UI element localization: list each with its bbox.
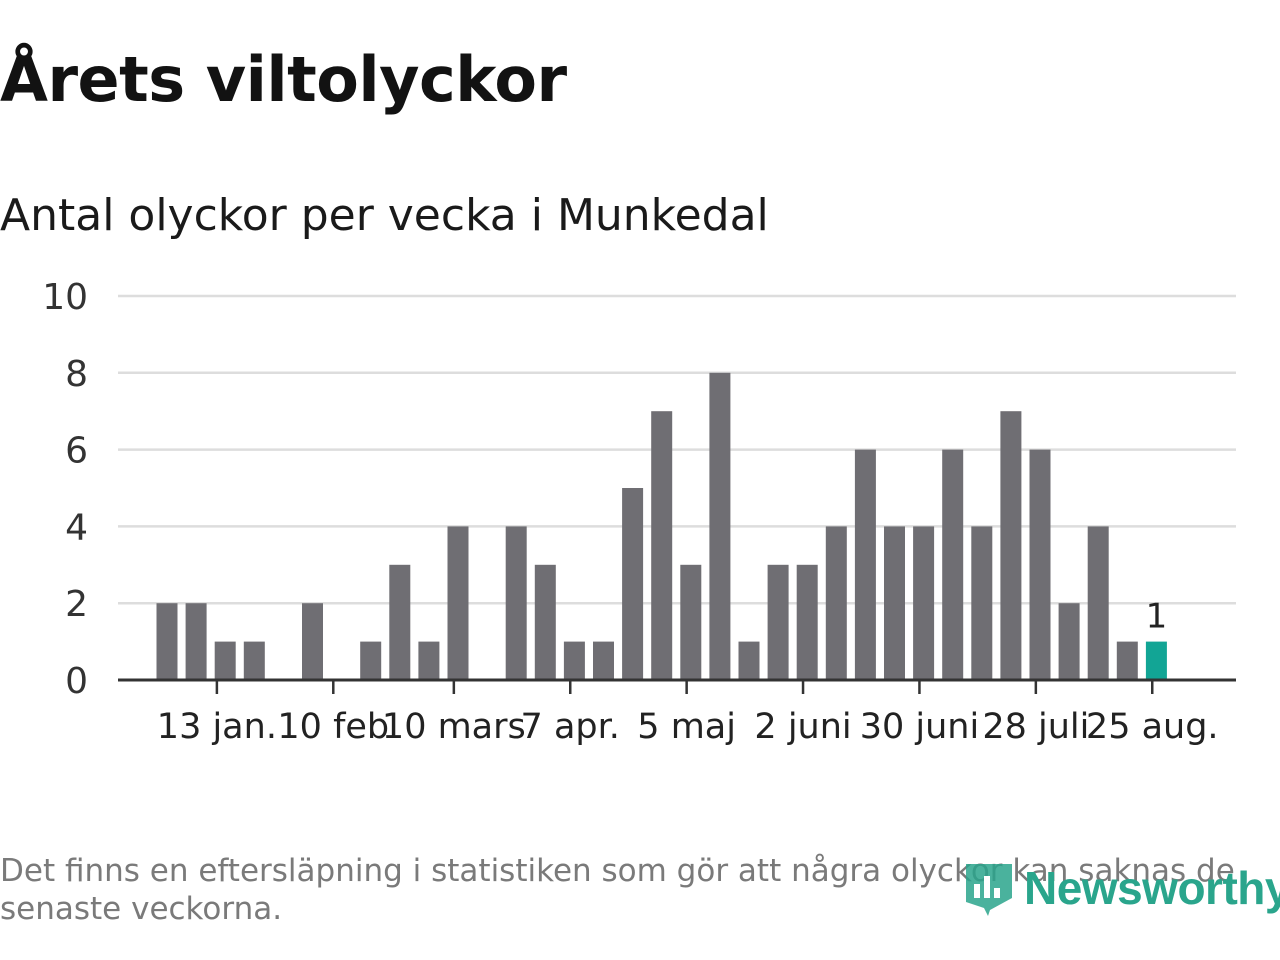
bar	[913, 526, 935, 680]
bar	[360, 641, 382, 680]
gridlines	[118, 294, 1236, 605]
bar	[593, 641, 614, 680]
y-axis-ticks: 0 2 4 6 8 10	[42, 277, 88, 702]
bar	[1058, 603, 1080, 680]
x-tick-label: 28 juli	[982, 707, 1089, 747]
bar	[796, 564, 818, 680]
bar	[505, 526, 527, 680]
bar	[767, 564, 789, 680]
data-label: 1	[1146, 597, 1168, 637]
newsworthy-logo-icon	[966, 864, 1012, 916]
x-tick-label: 5 maj	[637, 707, 736, 747]
bar	[1116, 641, 1138, 680]
y-tick-label: 4	[65, 507, 88, 548]
bar	[854, 449, 876, 680]
bar	[884, 526, 905, 680]
bar	[680, 564, 702, 680]
x-tick-label: 7 apr.	[521, 707, 620, 747]
x-tick-label: 13 jan.	[157, 707, 277, 747]
bar	[971, 526, 993, 680]
bar	[1000, 411, 1022, 680]
bar	[563, 641, 585, 680]
bar	[418, 641, 440, 680]
bar	[243, 641, 265, 680]
y-tick-label: 6	[65, 431, 88, 472]
bar	[447, 526, 469, 680]
x-tick-label: 10 feb	[277, 707, 389, 747]
footnote: Det finns en eftersläpning i statistiken…	[0, 853, 1235, 927]
y-tick-label: 2	[65, 584, 88, 625]
bar	[709, 372, 731, 680]
bar	[1029, 449, 1051, 680]
bar	[825, 526, 847, 680]
chart-title: Årets viltolyckor	[0, 43, 567, 116]
x-tick-label: 10 mars	[382, 707, 526, 747]
bar	[738, 641, 760, 680]
x-tick-label: 25 aug.	[1086, 707, 1219, 747]
bar	[185, 603, 207, 680]
bar	[1087, 526, 1109, 680]
data-labels: 1	[1146, 597, 1168, 637]
bar	[651, 411, 673, 680]
bar-latest-week	[1145, 641, 1167, 680]
newsworthy-logo-text: Newsworthy	[1024, 862, 1280, 914]
x-tick-label: 2 juni	[754, 707, 851, 747]
bar	[942, 449, 964, 680]
bar	[389, 564, 411, 680]
y-tick-label: 8	[65, 354, 88, 395]
y-tick-label: 10	[42, 277, 88, 318]
bar	[302, 603, 323, 680]
x-tick-label: 30 juni	[860, 707, 979, 747]
bars	[156, 372, 1167, 680]
bar	[622, 488, 644, 680]
bar	[534, 564, 556, 680]
y-tick-label: 0	[65, 661, 88, 702]
newsworthy-logo: Newsworthy	[962, 858, 1280, 918]
bar	[156, 603, 178, 680]
chart-subtitle: Antal olyckor per vecka i Munkedal	[0, 190, 769, 241]
bar	[214, 641, 236, 680]
